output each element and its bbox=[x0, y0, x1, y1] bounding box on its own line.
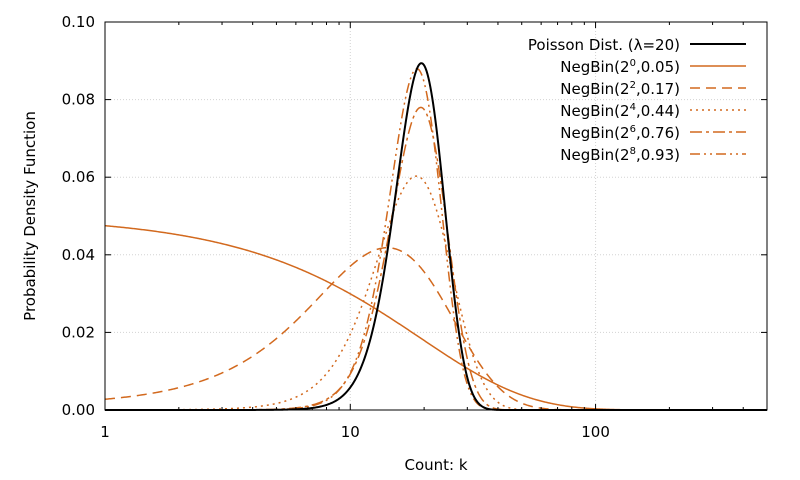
legend-label-tail: ,0.76) bbox=[636, 124, 680, 142]
legend-label-exp: 8 bbox=[630, 146, 636, 157]
legend-label: NegBin(20,0.05) bbox=[560, 58, 680, 76]
y-tick-label: 0.08 bbox=[62, 91, 95, 109]
legend-label-base: NegBin(2 bbox=[560, 102, 629, 120]
legend-label-exp: 4 bbox=[630, 102, 636, 113]
x-axis-title: Count: k bbox=[404, 456, 467, 474]
grid bbox=[105, 22, 767, 410]
series-line-1 bbox=[104, 224, 767, 411]
legend-label-base: NegBin(2 bbox=[560, 124, 629, 142]
legend-label: NegBin(26,0.76) bbox=[560, 124, 680, 142]
y-tick-label: 0.06 bbox=[62, 168, 95, 186]
legend-label-tail: ,0.93) bbox=[636, 146, 680, 164]
legend-label-exp: 2 bbox=[630, 80, 636, 91]
x-tick-label: 10 bbox=[341, 423, 360, 441]
legend-label-base: NegBin(2 bbox=[560, 146, 629, 164]
y-tick-label: 0.04 bbox=[62, 246, 95, 264]
series-line-2 bbox=[104, 246, 767, 411]
x-tick-label: 1 bbox=[100, 423, 110, 441]
legend-label-exp: 0 bbox=[630, 58, 636, 69]
legend-label: NegBin(24,0.44) bbox=[560, 102, 680, 120]
y-axis-title: Probability Density Function bbox=[21, 111, 39, 321]
legend-label-tail: ,0.17) bbox=[636, 80, 680, 98]
y-tick-label: 0.10 bbox=[62, 13, 95, 31]
axis-ticks: 0.00 0.02 0.04 0.06 0.08 0.10 1 10 100 bbox=[62, 13, 767, 441]
legend-label-exp: 6 bbox=[630, 124, 636, 135]
legend-label: Poisson Dist. (λ=20) bbox=[528, 36, 680, 54]
legend-label-base: Poisson Dist. (λ=20) bbox=[528, 36, 680, 54]
x-tick-label: 100 bbox=[581, 423, 610, 441]
legend: Poisson Dist. (λ=20)NegBin(20,0.05)NegBi… bbox=[528, 36, 746, 164]
legend-label-base: NegBin(2 bbox=[560, 80, 629, 98]
legend-label-tail: ,0.05) bbox=[636, 58, 680, 76]
y-tick-label: 0.00 bbox=[62, 401, 95, 419]
legend-label: NegBin(28,0.93) bbox=[560, 146, 680, 164]
legend-label: NegBin(22,0.17) bbox=[560, 80, 680, 98]
series-line-3 bbox=[105, 175, 767, 411]
y-tick-label: 0.02 bbox=[62, 323, 95, 341]
legend-label-base: NegBin(2 bbox=[560, 58, 629, 76]
plot-frame bbox=[104, 21, 768, 411]
legend-label-tail: ,0.44) bbox=[636, 102, 680, 120]
